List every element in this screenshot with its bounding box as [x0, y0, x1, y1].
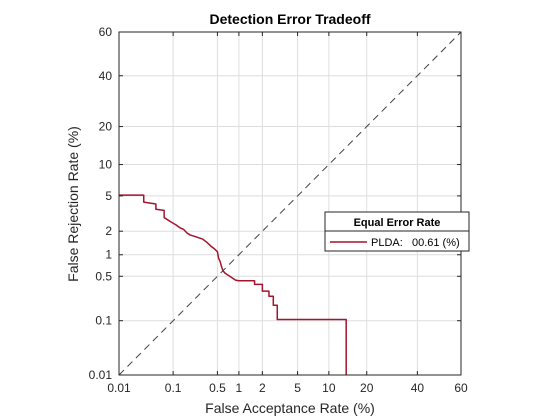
- x-tick-label: 0.01: [107, 381, 131, 395]
- y-tick-label: 0.01: [89, 368, 113, 382]
- y-tick-label: 0.1: [95, 314, 112, 328]
- x-tick-label: 60: [454, 381, 468, 395]
- x-tick-label: 2: [259, 381, 266, 395]
- y-tick-label: 40: [99, 69, 113, 83]
- y-tick-label: 60: [99, 25, 113, 39]
- x-axis-label: False Acceptance Rate (%): [205, 400, 375, 416]
- legend-entry-plda: PLDA: 00.61 (%): [371, 237, 460, 249]
- tick-layer: 0.01 0.1 0.5 1 2 5 10 20 40 60 0.01 0.1 0.5 1 2 5 10 20 40…: [89, 25, 468, 395]
- x-tick-label: 0.5: [209, 381, 226, 395]
- x-tick-label: 1: [236, 381, 243, 395]
- y-tick-label: 1: [105, 248, 112, 262]
- y-tick-label: 5: [105, 189, 112, 203]
- y-axis-label: False Rejection Rate (%): [65, 126, 81, 282]
- legend-title: Equal Error Rate: [354, 217, 441, 229]
- plot-frame: [118, 31, 462, 376]
- grid: [119, 32, 461, 375]
- y-tick-label: 0.5: [95, 269, 112, 283]
- series-line-plda: [119, 194, 347, 375]
- x-tick-label: 0.1: [165, 381, 182, 395]
- x-tick-label: 20: [360, 381, 374, 395]
- series-layer: [118, 31, 462, 376]
- diagonal-reference-line: [118, 31, 462, 376]
- y-tick-label: 20: [99, 120, 113, 134]
- x-tick-label: 10: [322, 381, 336, 395]
- chart-title: Detection Error Tradeoff: [209, 11, 370, 27]
- x-tick-label: 5: [294, 381, 301, 395]
- y-tick-label: 10: [99, 158, 113, 172]
- legend: Equal Error Rate PLDA: 00.61 (%): [324, 211, 470, 252]
- y-tick-label: 2: [105, 224, 112, 238]
- x-tick-label: 40: [411, 381, 425, 395]
